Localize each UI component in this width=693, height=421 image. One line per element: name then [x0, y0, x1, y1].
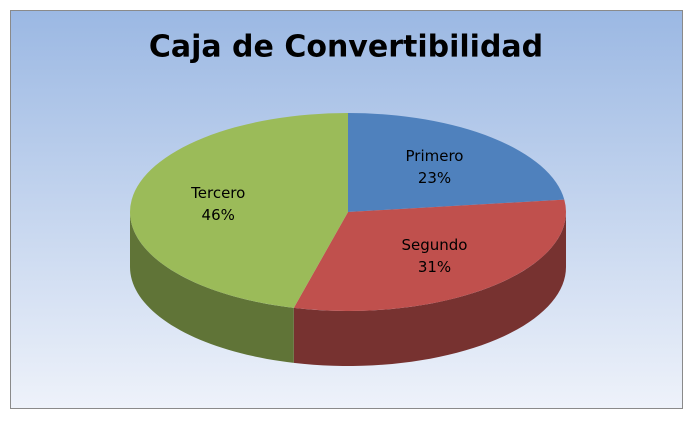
chart-title: Caja de Convertibilidad	[149, 30, 543, 65]
slice-value-label: 31%	[418, 258, 451, 276]
slice-side	[293, 212, 566, 366]
slice-side	[130, 212, 294, 363]
slice	[293, 199, 566, 311]
slice-label: Segundo	[402, 236, 468, 254]
slice-value-label: 23%	[418, 169, 451, 187]
slice-label: Primero	[406, 147, 464, 165]
slice-value-label: 46%	[202, 206, 235, 224]
slice	[130, 113, 348, 308]
pie: Primero 23% Segundo 31% Tercero 46%	[130, 113, 566, 366]
slice-label: Tercero	[190, 184, 245, 202]
slice	[348, 113, 565, 212]
